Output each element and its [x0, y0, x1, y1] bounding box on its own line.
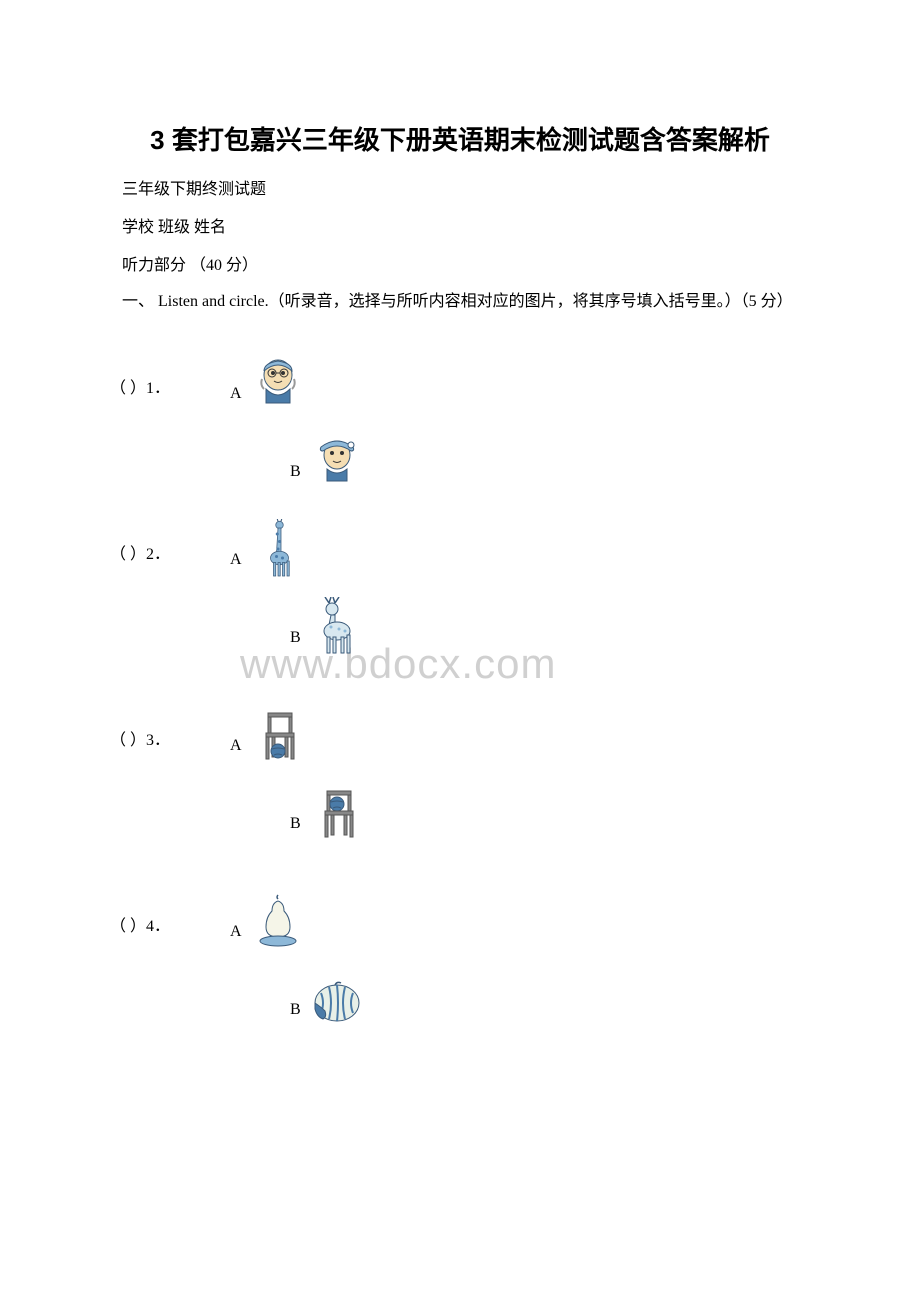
question-row-3a: （ ）3． A	[90, 685, 830, 765]
instruction-text: 一、 Listen and circle.（听录音，选择与所听内容相对应的图片，…	[90, 289, 830, 315]
giraffe-icon	[248, 519, 308, 579]
option-label-b: B	[290, 1001, 301, 1029]
pear-icon	[248, 891, 308, 951]
option-label-a: A	[230, 923, 242, 951]
question-row-1b: B	[90, 421, 830, 491]
question-number: （ ）3．	[90, 726, 230, 765]
watermelon-icon	[307, 969, 367, 1029]
question-number: （ ）1．	[90, 374, 230, 413]
option-label-a: A	[230, 551, 242, 579]
question-row-4b: B	[90, 959, 830, 1029]
document-content: 3 套打包嘉兴三年级下册英语期末检测试题含答案解析 三年级下期终测试题 学校 班…	[90, 120, 830, 1029]
subtitle-text: 三年级下期终测试题	[90, 175, 830, 199]
chair-ball-under-icon	[248, 705, 308, 765]
question-number: （ ）4．	[90, 912, 230, 951]
chair-ball-on-icon	[307, 783, 367, 843]
document-title: 3 套打包嘉兴三年级下册英语期末检测试题含答案解析	[90, 120, 830, 157]
question-number: （ ）2．	[90, 540, 230, 579]
question-row-4a: （ ）4． A	[90, 871, 830, 951]
option-label-b: B	[290, 815, 301, 843]
option-label-a: A	[230, 385, 242, 413]
listening-section-label: 听力部分 （40 分）	[90, 251, 830, 275]
grandpa-icon	[248, 353, 308, 413]
option-label-b: B	[290, 463, 301, 491]
question-row-2b: B	[90, 587, 830, 657]
option-label-a: A	[230, 737, 242, 765]
question-row-3b: B	[90, 773, 830, 843]
option-label-b: B	[290, 629, 301, 657]
grandma-icon	[307, 431, 367, 491]
question-row-1a: （ ）1． A	[90, 333, 830, 413]
deer-icon	[307, 597, 367, 657]
question-row-2a: （ ）2． A	[90, 499, 830, 579]
info-fields: 学校 班级 姓名	[90, 213, 830, 237]
